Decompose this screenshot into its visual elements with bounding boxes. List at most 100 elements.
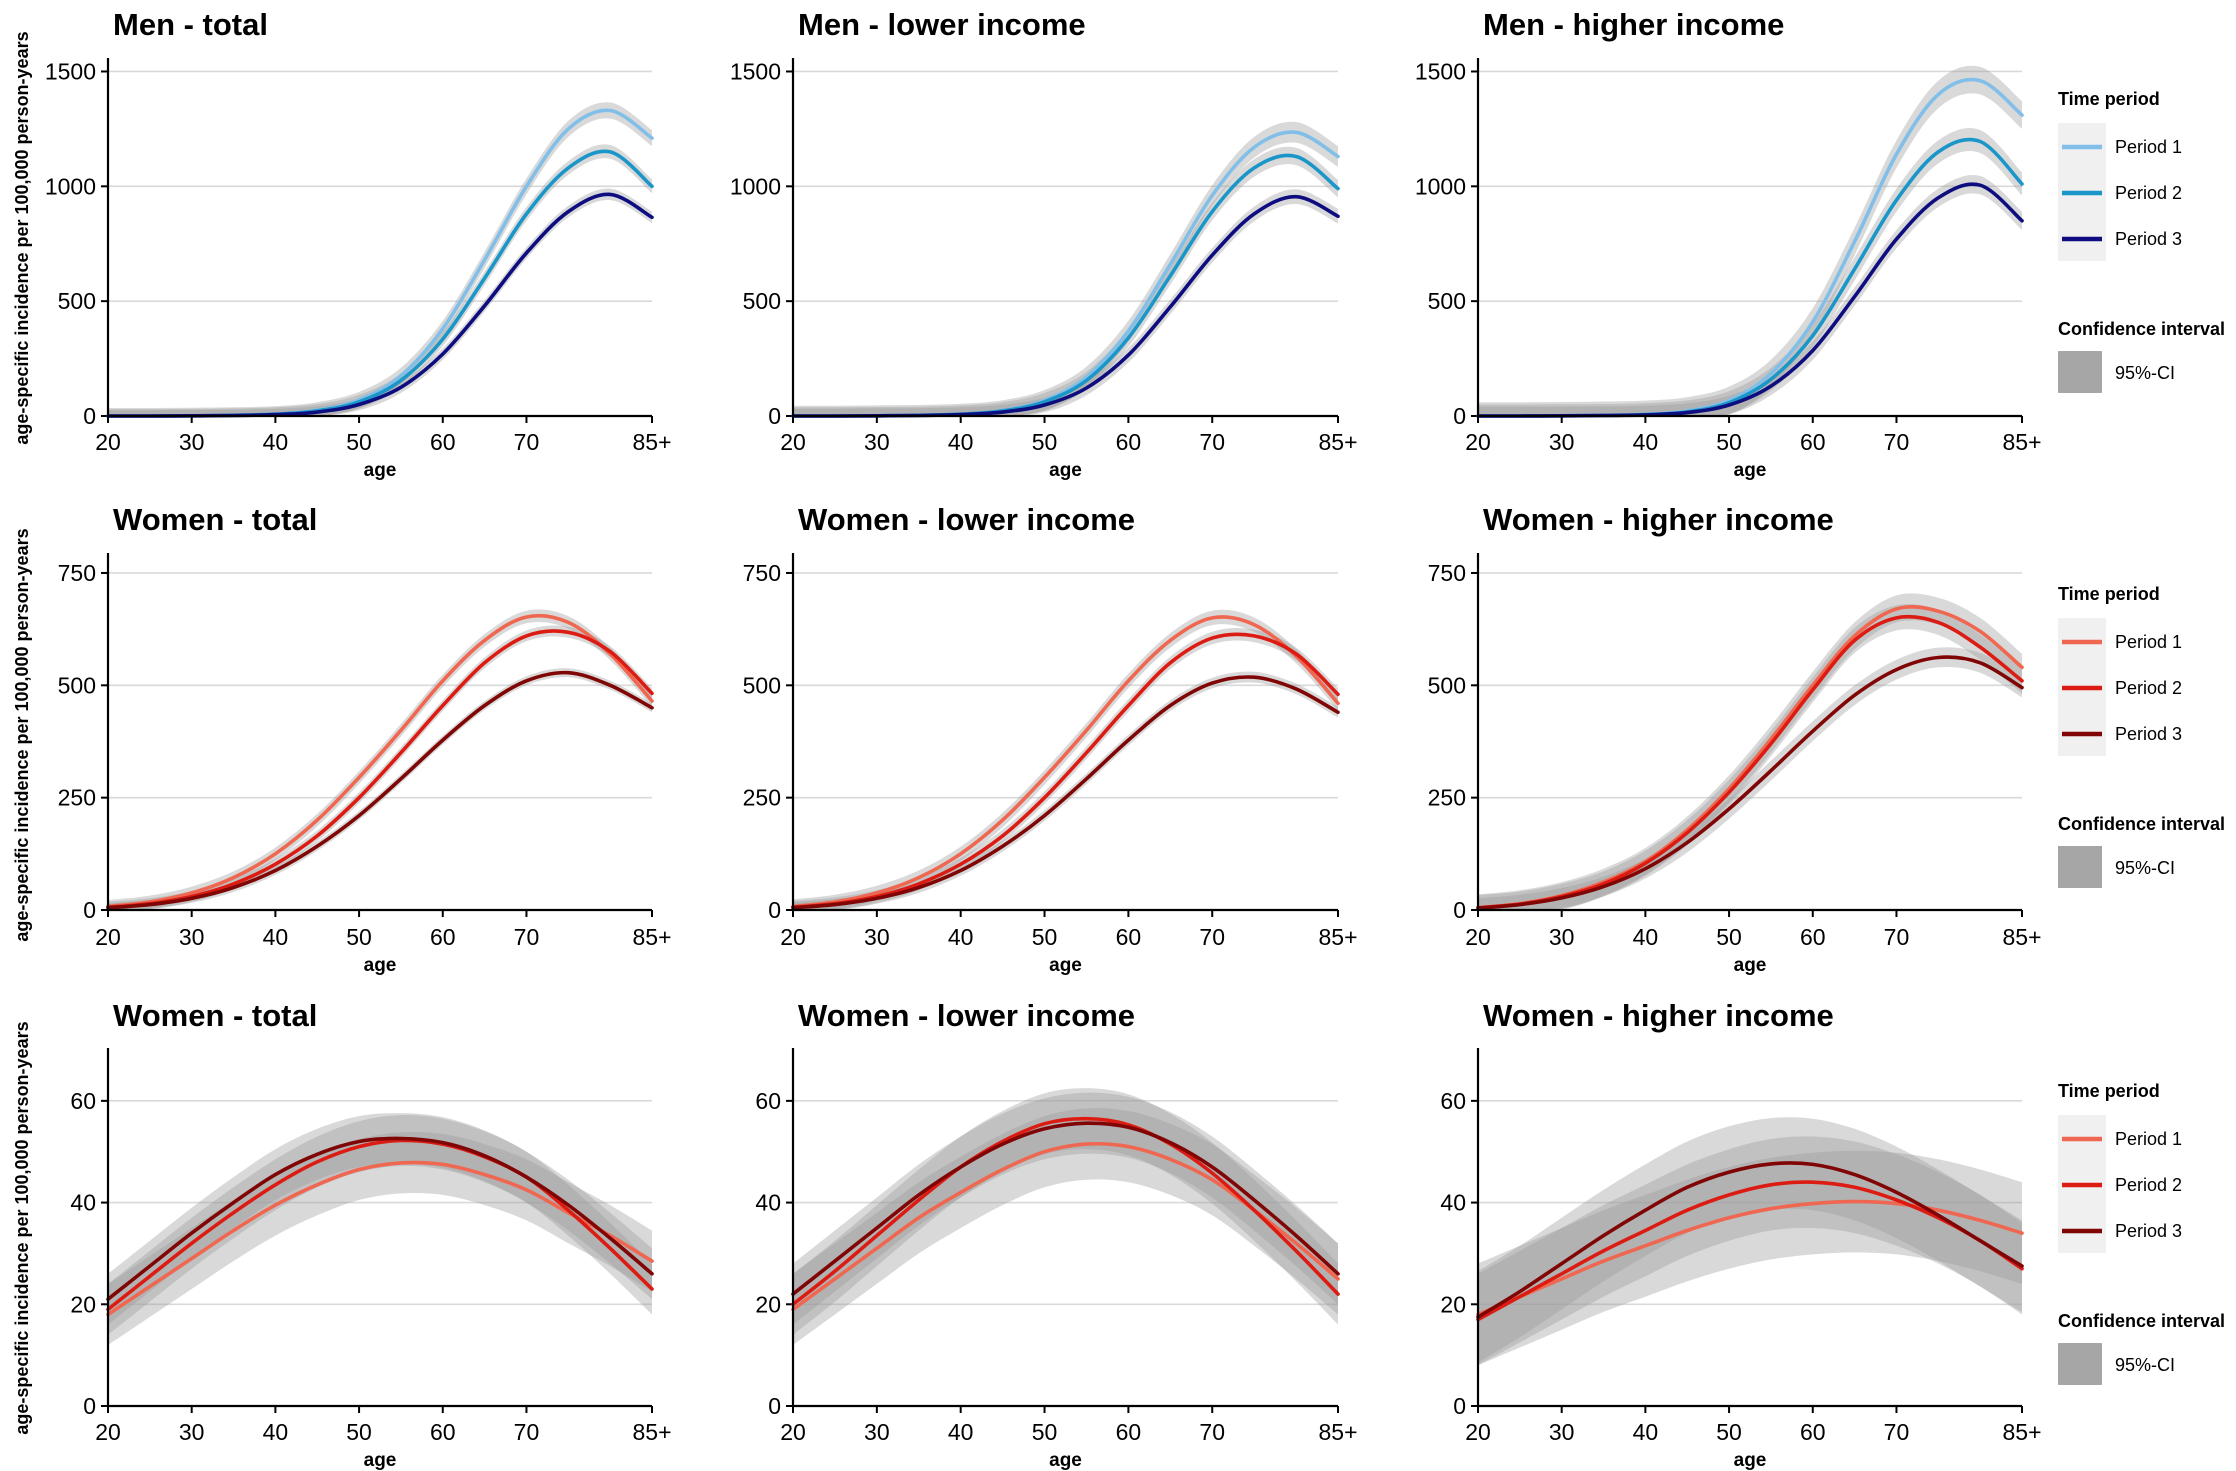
- chart-title: Men - lower income: [798, 7, 1086, 42]
- legend-item-label: Period 1: [2115, 632, 2182, 652]
- series-line: [1476, 1180, 2024, 1322]
- y-tick-label: 1500: [45, 58, 96, 84]
- y-tick-label: 0: [83, 403, 96, 429]
- x-tick-label: 85+: [1318, 429, 1357, 455]
- ci-band: [108, 102, 652, 417]
- x-axis-label: age: [1049, 460, 1082, 481]
- legend-ci-title: Confidence interval: [2058, 1311, 2225, 1331]
- x-tick-label: 50: [346, 1419, 372, 1445]
- y-tick-label: 500: [58, 672, 96, 698]
- x-tick-label: 85+: [2002, 1419, 2041, 1445]
- chart-panel: 0 250 500 750 20 30 40 50 60 70 85+ age Women - lowe…: [743, 502, 1358, 976]
- x-tick-label: 40: [263, 1419, 289, 1445]
- chart-title: Women - lower income: [798, 502, 1135, 537]
- legend: Time period Period 1 Period 2 Period 3 Confi…: [2058, 1081, 2225, 1385]
- y-tick-label: 0: [768, 1393, 781, 1419]
- y-tick-label: 500: [1428, 288, 1466, 314]
- y-tick-label: 0: [83, 897, 96, 923]
- x-tick-label: 60: [1800, 429, 1826, 455]
- y-tick-label: 1500: [730, 58, 781, 84]
- x-axis-label: age: [1049, 1450, 1082, 1471]
- ci-band: [108, 144, 652, 417]
- legend-item-label: Period 1: [2115, 1129, 2182, 1149]
- x-axis-label: age: [1734, 1450, 1767, 1471]
- legend-item-label: Period 2: [2115, 183, 2182, 203]
- y-tick-label: 250: [58, 785, 96, 811]
- x-tick-label: 60: [1116, 924, 1142, 950]
- x-tick-label: 50: [1716, 429, 1742, 455]
- legend: Time period Period 1 Period 2 Period 3 Confi…: [2058, 89, 2225, 393]
- legend-ci-label: 95%-CI: [2115, 363, 2175, 383]
- x-tick-label: 60: [1116, 1419, 1142, 1445]
- legend-title: Time period: [2058, 1081, 2160, 1101]
- x-tick-label: 50: [1032, 1419, 1058, 1445]
- chart-title: Women - lower income: [798, 998, 1135, 1033]
- y-tick-label: 20: [70, 1291, 96, 1317]
- x-tick-label: 85+: [1318, 924, 1357, 950]
- chart-title: Women - total: [113, 998, 317, 1033]
- y-tick-label: 1000: [1415, 173, 1466, 199]
- x-tick-label: 70: [1199, 924, 1225, 950]
- x-tick-label: 30: [1549, 1419, 1575, 1445]
- y-tick-label: 1500: [1415, 58, 1466, 84]
- ci-band: [793, 1108, 1338, 1345]
- x-tick-label: 20: [1465, 1419, 1491, 1445]
- x-tick-label: 60: [430, 1419, 456, 1445]
- series-line: [1476, 77, 2024, 418]
- y-tick-label: 60: [70, 1088, 96, 1114]
- x-tick-label: 20: [95, 1419, 121, 1445]
- ci-band: [108, 609, 652, 910]
- y-tick-label: 750: [1428, 560, 1466, 586]
- y-tick-label: 60: [755, 1088, 781, 1114]
- x-tick-label: 30: [864, 924, 890, 950]
- x-tick-label: 20: [780, 924, 806, 950]
- x-tick-label: 70: [1884, 1419, 1910, 1445]
- y-axis-label: age-specific incidence per 100,000 perso…: [12, 1021, 32, 1434]
- x-tick-label: 60: [430, 924, 456, 950]
- x-axis-label: age: [1049, 955, 1082, 976]
- ci-band: [1478, 1136, 2022, 1366]
- x-axis-label: age: [364, 460, 397, 481]
- x-tick-label: 85+: [632, 1419, 671, 1445]
- x-tick-label: 20: [1465, 429, 1491, 455]
- series-line: [106, 108, 654, 418]
- legend-item-label: Period 3: [2115, 1221, 2182, 1241]
- x-tick-label: 30: [1549, 924, 1575, 950]
- ci-band: [1478, 1117, 2022, 1363]
- x-tick-label: 60: [1800, 1419, 1826, 1445]
- x-tick-label: 40: [263, 429, 289, 455]
- x-tick-label: 85+: [2002, 924, 2041, 950]
- x-tick-label: 30: [1549, 429, 1575, 455]
- x-tick-label: 70: [1884, 924, 1910, 950]
- series-line: [106, 629, 654, 910]
- y-tick-label: 0: [768, 403, 781, 429]
- legend-item-label: Period 1: [2115, 137, 2182, 157]
- legend-item-label: Period 3: [2115, 229, 2182, 249]
- series-line: [791, 1116, 1340, 1307]
- y-tick-label: 500: [1428, 672, 1466, 698]
- ci-band: [1478, 593, 2022, 911]
- legend-ci-swatch: [2058, 846, 2102, 888]
- x-tick-label: 85+: [1318, 1419, 1357, 1445]
- series-line: [791, 675, 1340, 910]
- chart-panel: 0 250 500 750 20 30 40 50 60 70 85+ age Women - high…: [1428, 502, 2042, 976]
- y-tick-label: 40: [755, 1190, 781, 1216]
- y-axis-label: age-specific incidence per 100,000 perso…: [12, 31, 32, 444]
- x-tick-label: 85+: [2002, 429, 2041, 455]
- series-line: [106, 1136, 654, 1301]
- y-tick-label: 500: [58, 288, 96, 314]
- series-line: [106, 149, 654, 418]
- y-tick-label: 20: [755, 1291, 781, 1317]
- series-line: [791, 632, 1340, 910]
- series-line: [106, 613, 654, 909]
- series-line: [1476, 655, 2024, 910]
- x-tick-label: 40: [263, 924, 289, 950]
- x-tick-label: 50: [1716, 924, 1742, 950]
- y-tick-label: 0: [768, 897, 781, 923]
- series-line: [106, 1160, 654, 1317]
- legend-ci-swatch: [2058, 351, 2102, 393]
